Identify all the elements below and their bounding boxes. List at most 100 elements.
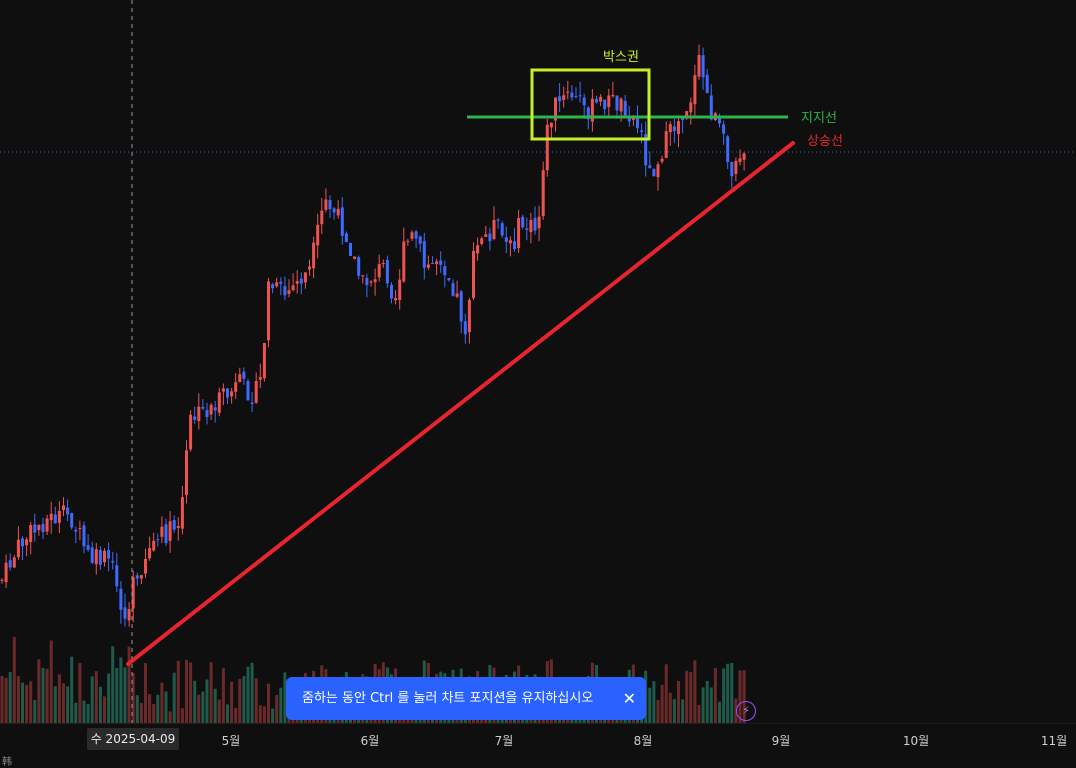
volume-bar: [139, 702, 143, 723]
volume-bar: [201, 691, 205, 723]
candle-body: [82, 525, 86, 547]
volume-bar: [90, 676, 94, 723]
volume-bar: [45, 668, 49, 723]
volume-bar: [0, 675, 4, 723]
candle-body: [480, 238, 484, 244]
volume-bar: [127, 646, 131, 723]
candle-body: [144, 558, 147, 574]
volume-bar: [197, 694, 201, 723]
volume-bar: [66, 686, 70, 723]
candlesticks: [0, 44, 746, 627]
volume-bar: [254, 678, 258, 723]
candle-body: [139, 575, 143, 579]
volume-bar: [74, 702, 78, 723]
candle-body: [693, 75, 697, 105]
volume-bar: [21, 682, 24, 723]
candle-body: [344, 233, 348, 243]
candle-body: [197, 406, 201, 422]
candle-body: [258, 377, 262, 380]
candle-body: [41, 523, 45, 533]
volume-bar: [144, 663, 147, 723]
candle-body: [86, 545, 90, 550]
candle-body: [558, 96, 562, 102]
candle-body: [62, 505, 65, 511]
time-axis[interactable]: 수 2025-04-09 5월 6월 7월 8월 9월 10월 11월: [0, 723, 1076, 754]
candle-body: [398, 279, 402, 301]
volume-bar: [668, 692, 672, 723]
volume-bar: [168, 711, 172, 723]
candle-body: [29, 525, 33, 542]
candle-body: [185, 450, 188, 496]
volume-bar: [172, 672, 176, 723]
candle-body: [254, 380, 258, 403]
volume-bar: [107, 673, 111, 723]
candle-body: [369, 281, 373, 283]
volume-bar: [4, 677, 8, 723]
candle-body: [45, 518, 49, 532]
candle-body: [267, 281, 270, 341]
candle-body: [90, 547, 94, 563]
volume-bar: [242, 676, 246, 723]
candle-body: [94, 549, 98, 565]
candle-body: [148, 548, 152, 559]
candle-body: [238, 374, 242, 383]
candle-body: [4, 562, 8, 583]
candle-body: [623, 100, 627, 116]
volume-bar: [209, 662, 213, 723]
candle-body: [443, 266, 447, 276]
volume-bar: [738, 670, 742, 723]
candle-body: [677, 121, 680, 134]
candle-body: [467, 299, 471, 333]
candle-body: [217, 392, 221, 413]
candle-body: [742, 153, 746, 160]
candle-body: [303, 272, 307, 283]
close-icon[interactable]: ✕: [622, 689, 636, 708]
candle-body: [279, 281, 283, 284]
candle-body: [681, 118, 685, 121]
candle-body: [385, 259, 389, 284]
candle-body: [586, 107, 590, 120]
volume-bar: [86, 703, 90, 723]
candle-body: [709, 95, 713, 120]
candle-body: [455, 293, 459, 297]
candle-body: [689, 102, 693, 113]
candle-body: [500, 223, 504, 236]
lightning-icon[interactable]: ⚡: [736, 701, 756, 721]
volume-bar: [660, 684, 664, 723]
volume-bar: [131, 672, 135, 723]
volume-bar: [78, 662, 82, 723]
bottom-strip-text: 韩: [2, 757, 12, 768]
volume-bar: [180, 708, 184, 723]
candle-body: [213, 407, 217, 411]
candle-body: [193, 416, 197, 420]
zoom-hint-toast: 줌하는 동안 Ctrl 를 눌러 차트 포지션을 유지하십시오 ✕: [286, 677, 646, 720]
volume-bar: [283, 672, 287, 723]
candle-body: [640, 130, 644, 132]
candle-body: [78, 528, 82, 530]
candle-body: [607, 95, 611, 107]
candle-body: [234, 382, 238, 392]
candle-body: [525, 228, 529, 231]
candle-body: [648, 165, 652, 169]
candle-body: [652, 169, 656, 177]
candle-body: [209, 404, 213, 415]
box-range[interactable]: [530, 68, 651, 141]
candle-body: [570, 92, 574, 98]
candle-body: [226, 388, 229, 398]
candle-body: [324, 199, 328, 210]
candle-body: [111, 561, 115, 563]
volume-bar: [123, 667, 127, 723]
uptrend-line[interactable]: [126, 141, 795, 666]
candle-body: [66, 507, 70, 515]
candle-body: [504, 237, 508, 242]
candle-body: [582, 97, 586, 106]
candle-body: [636, 115, 639, 129]
x-tick-label: 10월: [902, 734, 930, 748]
candle-body: [103, 550, 106, 563]
volume-bar: [57, 674, 61, 723]
candle-body: [726, 136, 730, 163]
candle-body: [660, 158, 664, 162]
candle-body: [611, 95, 615, 97]
candle-body: [476, 245, 480, 254]
